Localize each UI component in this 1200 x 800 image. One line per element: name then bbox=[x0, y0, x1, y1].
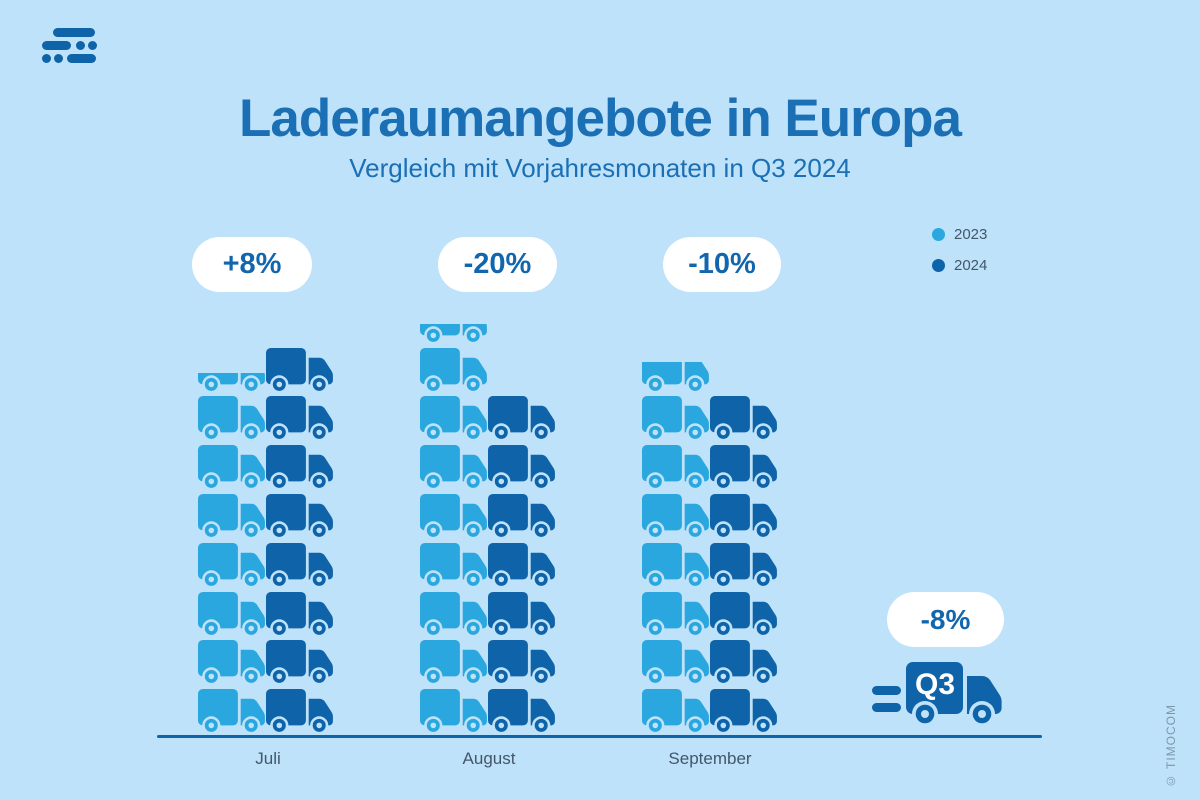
truck-icon bbox=[710, 494, 780, 539]
truck-icon bbox=[642, 689, 712, 734]
truck-icon-partial bbox=[198, 373, 268, 393]
equals-bar bbox=[872, 686, 901, 695]
truck-icon bbox=[198, 591, 268, 637]
legend: 2023 2024 bbox=[932, 226, 987, 288]
q3-truck-icon bbox=[906, 662, 1006, 726]
timocom-logo-icon bbox=[40, 28, 98, 66]
legend-dot-2023 bbox=[932, 228, 945, 241]
truck-icon bbox=[420, 494, 490, 539]
badge-august: -20% bbox=[438, 237, 557, 292]
x-axis-line bbox=[157, 735, 1042, 738]
truck-icon bbox=[266, 494, 336, 539]
truck-icon bbox=[488, 445, 558, 491]
truck-icon bbox=[198, 396, 268, 442]
equals-bar bbox=[872, 703, 901, 712]
truck-icon-partial bbox=[642, 362, 712, 393]
page-title: Laderaumangebote in Europa bbox=[238, 89, 962, 148]
truck-icon bbox=[266, 542, 336, 588]
truck-icon bbox=[266, 445, 336, 491]
column-juli-2023 bbox=[198, 373, 268, 734]
truck-icon bbox=[420, 591, 490, 637]
truck-icon bbox=[488, 542, 558, 588]
truck-icon bbox=[198, 689, 268, 734]
truck-icon bbox=[420, 396, 490, 442]
logo-bar bbox=[42, 41, 71, 50]
column-september-2024 bbox=[710, 396, 780, 734]
truck-icon bbox=[710, 396, 780, 442]
truck-icon bbox=[420, 542, 490, 588]
truck-icon bbox=[198, 640, 268, 686]
x-tick-august: August bbox=[462, 749, 516, 768]
badge-juli: +8% bbox=[192, 237, 312, 292]
truck-icon bbox=[642, 640, 712, 686]
truck-icon bbox=[710, 542, 780, 588]
legend-item-2023: 2023 bbox=[932, 226, 987, 243]
equals-sign bbox=[872, 686, 901, 713]
page-subtitle: Vergleich mit Vorjahresmonaten in Q3 202… bbox=[349, 153, 851, 183]
truck-icon bbox=[198, 494, 268, 539]
column-september-2023 bbox=[642, 362, 712, 734]
logo-bar bbox=[53, 28, 95, 37]
truck-icon bbox=[266, 396, 336, 442]
truck-icon bbox=[266, 640, 336, 686]
truck-icon-partial bbox=[420, 323, 490, 344]
x-tick-juli: Juli bbox=[255, 749, 281, 768]
column-august-2024 bbox=[488, 396, 558, 734]
truck-icon bbox=[642, 542, 712, 588]
truck-icon bbox=[710, 445, 780, 491]
legend-label: 2023 bbox=[954, 226, 988, 243]
truck-icon bbox=[642, 591, 712, 637]
legend-dot-2024 bbox=[932, 259, 945, 272]
logo-dot bbox=[76, 41, 85, 50]
column-august-2023 bbox=[420, 323, 490, 734]
truck-icon bbox=[198, 542, 268, 588]
logo-dot bbox=[88, 41, 97, 50]
legend-item-2024: 2024 bbox=[932, 257, 987, 274]
truck-icon bbox=[642, 445, 712, 491]
truck-icon bbox=[488, 689, 558, 734]
truck-icon bbox=[488, 640, 558, 686]
truck-icon bbox=[710, 689, 780, 734]
copyright-watermark: © TIMOCOM bbox=[1164, 703, 1178, 788]
truck-icon bbox=[266, 689, 336, 734]
truck-icon bbox=[420, 445, 490, 491]
truck-icon bbox=[488, 494, 558, 539]
truck-icon bbox=[420, 347, 490, 393]
badge-q3-total: -8% bbox=[887, 592, 1004, 647]
truck-icon bbox=[642, 396, 712, 442]
truck-icon bbox=[710, 640, 780, 686]
truck-icon bbox=[710, 591, 780, 637]
truck-icon bbox=[488, 591, 558, 637]
badge-september: -10% bbox=[663, 237, 781, 292]
truck-icon bbox=[266, 591, 336, 637]
legend-label: 2024 bbox=[954, 257, 988, 274]
truck-icon bbox=[642, 494, 712, 539]
truck-icon bbox=[488, 396, 558, 442]
logo-dot bbox=[42, 54, 51, 63]
truck-icon bbox=[266, 347, 336, 393]
truck-icon bbox=[198, 445, 268, 491]
logo-bar bbox=[67, 54, 96, 63]
logo-dot bbox=[54, 54, 63, 63]
q3-truck-label: Q3 bbox=[914, 668, 956, 701]
x-tick-september: September bbox=[668, 749, 752, 768]
truck-icon bbox=[420, 640, 490, 686]
column-juli-2024 bbox=[266, 347, 336, 734]
truck-icon bbox=[420, 689, 490, 734]
